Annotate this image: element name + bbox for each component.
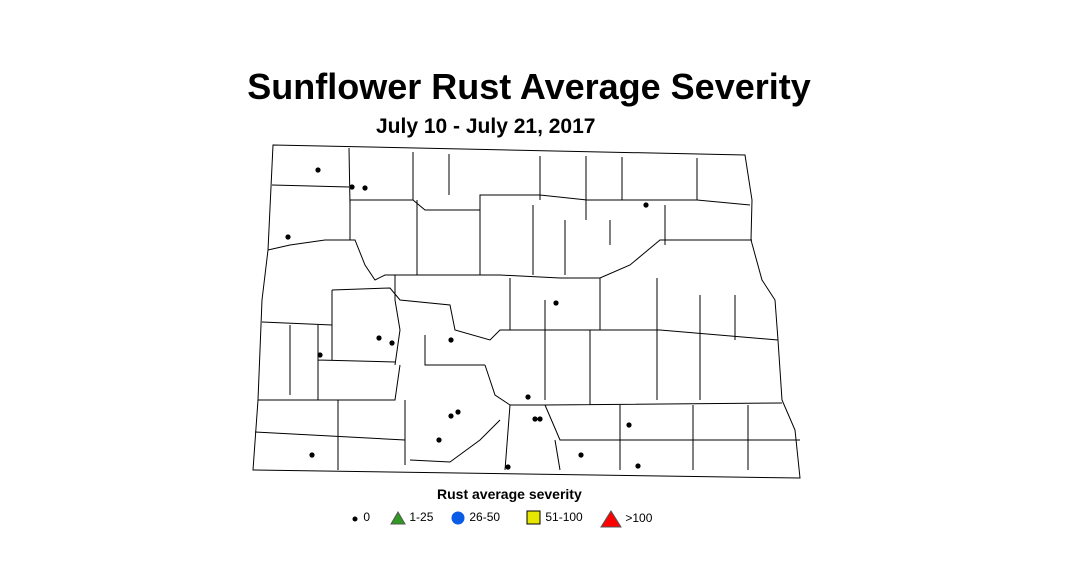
site-marker-severity-0: [455, 409, 461, 415]
state-outline: [252, 144, 801, 479]
site-marker-severity-0: [317, 352, 323, 358]
site-marker-severity-0: [635, 463, 641, 469]
site-marker-severity-0: [626, 422, 632, 428]
legend-item-1-25: 1-25: [390, 510, 433, 525]
yellow-square-icon: [526, 510, 541, 525]
site-marker-severity-0: [349, 184, 355, 190]
site-marker-severity-0: [315, 167, 321, 173]
site-marker-severity-0: [448, 337, 454, 343]
map-title: Sunflower Rust Average Severity: [247, 66, 811, 107]
legend-item-26-50: 26-50: [450, 510, 500, 525]
site-marker-severity-0: [532, 416, 538, 422]
legend-label: 51-100: [545, 510, 583, 525]
site-marker-severity-0: [643, 202, 649, 208]
green-triangle-icon: [390, 510, 406, 525]
legend-label: 26-50: [469, 510, 501, 524]
legend-item-over-100: >100: [600, 510, 652, 528]
map-subtitle: July 10 - July 21, 2017: [376, 115, 596, 138]
legend-label: >100: [625, 511, 653, 526]
site-marker-severity-0: [448, 413, 454, 419]
blue-circle-icon: [451, 511, 465, 525]
site-marker-severity-0: [436, 437, 442, 443]
red-triangle-icon: [600, 510, 622, 528]
survey-sites: [285, 167, 649, 470]
site-marker-severity-0: [389, 340, 395, 346]
dot-icon: [352, 516, 358, 522]
site-marker-severity-0: [553, 300, 559, 306]
legend-item-0: 0: [350, 510, 370, 524]
site-marker-severity-0: [537, 416, 543, 422]
site-marker-severity-0: [285, 234, 291, 240]
site-marker-severity-0: [309, 452, 315, 458]
county-boundaries: [254, 147, 800, 471]
site-marker-severity-0: [578, 452, 584, 458]
site-marker-severity-0: [362, 185, 368, 191]
site-marker-severity-0: [376, 335, 382, 341]
legend-title: Rust average severity: [437, 486, 582, 502]
site-marker-severity-0: [505, 464, 511, 470]
legend-label: 0: [363, 510, 371, 524]
legend-item-51-100: 51-100: [526, 510, 583, 526]
site-marker-severity-0: [525, 394, 531, 400]
legend-label: 1-25: [409, 510, 434, 524]
